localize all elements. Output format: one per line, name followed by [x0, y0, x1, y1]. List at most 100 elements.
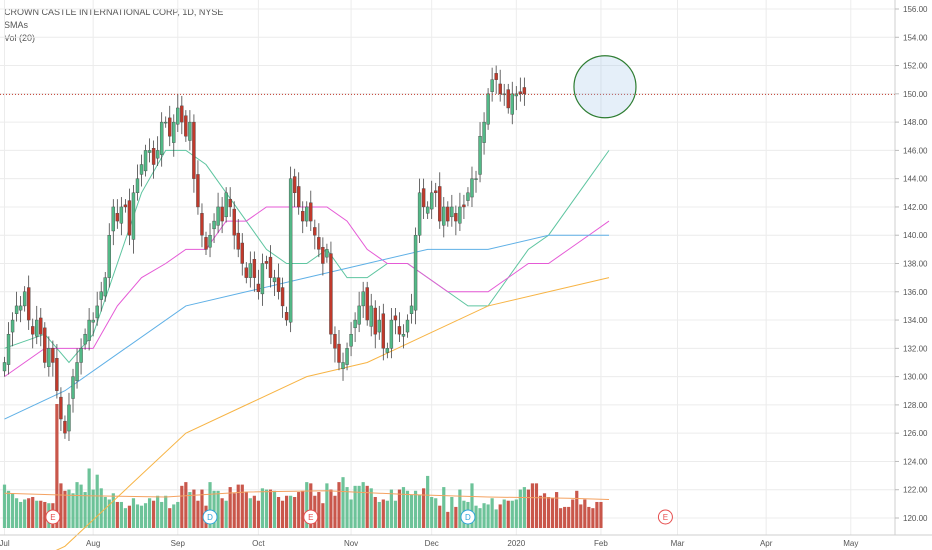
candle-body — [349, 333, 353, 347]
candle-body — [284, 312, 289, 321]
volume-bar — [252, 495, 256, 528]
candle-body — [288, 178, 293, 323]
candle-body — [518, 91, 523, 95]
candle-body — [442, 206, 446, 226]
volume-bar — [95, 474, 99, 528]
candle-body — [232, 208, 236, 236]
candle-body — [220, 206, 224, 222]
volume-bar — [224, 500, 228, 528]
sma_green-line — [4, 149, 610, 364]
volume-bar — [19, 501, 23, 528]
volume-bar — [71, 493, 75, 528]
volume-bar — [119, 501, 123, 528]
candle-body — [321, 247, 325, 264]
candle-body — [373, 307, 377, 335]
candle-body — [208, 235, 212, 248]
volume-bar — [417, 494, 422, 528]
candle-body — [276, 277, 281, 292]
volume-bar — [450, 497, 454, 528]
volume-bar — [345, 487, 349, 528]
candle-body — [353, 319, 357, 329]
candle-body — [35, 319, 39, 337]
candle-body — [494, 73, 498, 80]
symbol-title: CROWN CASTLE INTERNATIONAL CORP, 1D, NYS… — [4, 7, 224, 17]
candle-body — [63, 420, 67, 434]
event-marker-label: D — [465, 513, 471, 522]
volume-bar — [156, 495, 160, 528]
candle-body — [264, 261, 269, 264]
candle-body — [6, 333, 11, 365]
candle-body — [409, 305, 414, 314]
highlight-circle — [573, 55, 637, 119]
candle-body — [466, 192, 470, 201]
candle-body — [272, 277, 277, 283]
candle-body — [159, 121, 164, 155]
candle-body — [393, 315, 398, 321]
candle-body — [103, 277, 107, 297]
candle-body — [317, 237, 321, 250]
candle-body — [143, 150, 148, 172]
volume-bar — [127, 505, 132, 528]
volume-bar — [115, 501, 119, 528]
volume-bar — [534, 483, 539, 528]
candle-body — [305, 206, 309, 222]
volume-bar — [152, 500, 156, 528]
candle-body — [172, 121, 176, 143]
volume-bar — [494, 509, 498, 528]
volume-bar — [575, 490, 579, 528]
volume-bar — [2, 484, 7, 528]
candle-body — [389, 319, 394, 349]
volume-bar — [248, 498, 252, 528]
candle-body — [39, 317, 43, 335]
candle-body — [95, 305, 99, 319]
smas-indicator-label[interactable]: SMAs — [4, 20, 29, 30]
candle-body — [240, 242, 244, 264]
volume-bar — [31, 497, 35, 528]
volume-bar — [256, 500, 260, 528]
volume-bar — [409, 494, 414, 528]
candle-body — [131, 192, 136, 240]
volume-bar — [63, 490, 67, 528]
candle-body — [296, 186, 301, 208]
price-tick-label: 144.00 — [903, 175, 928, 184]
candle-body — [438, 186, 442, 222]
candle-body — [280, 287, 285, 307]
candle-body — [22, 291, 27, 307]
price-tick-label: 146.00 — [903, 146, 928, 155]
volume-bar — [559, 508, 563, 528]
volume-ma-path — [4, 490, 610, 500]
candle-body — [462, 204, 466, 208]
candle-body — [510, 93, 514, 115]
grid-lines — [0, 0, 895, 535]
volume-bar — [490, 498, 494, 528]
price-tick-label: 148.00 — [903, 118, 928, 127]
volume-bar — [599, 501, 603, 528]
volume-bar — [123, 508, 127, 528]
candle-body — [79, 348, 83, 363]
volume-bar — [305, 482, 309, 528]
event-marker-label: D — [207, 513, 213, 522]
candle-body — [369, 305, 373, 327]
volume-bar — [482, 503, 486, 528]
volume-indicator-label[interactable]: Vol (20) — [4, 33, 36, 43]
volume-bar — [373, 497, 377, 528]
volume-bar — [160, 501, 164, 528]
volume-bar — [180, 485, 184, 528]
volume-bar — [39, 500, 43, 528]
time-tick-label: Sep — [171, 539, 186, 548]
volume-bar — [67, 489, 71, 528]
volume-bar — [369, 488, 373, 528]
volume-bar — [83, 492, 87, 528]
sma_blue-line — [4, 234, 609, 420]
volume-bar — [168, 508, 172, 528]
volume-bar — [579, 504, 583, 528]
candle-body — [188, 121, 192, 141]
volume-bar — [99, 488, 103, 528]
candle-body — [184, 115, 188, 137]
volume-bar — [188, 492, 192, 528]
event-marker — [460, 509, 476, 525]
time-tick-label: 2020 — [507, 539, 525, 548]
candle-body — [309, 202, 313, 222]
volume-bar — [595, 501, 599, 528]
